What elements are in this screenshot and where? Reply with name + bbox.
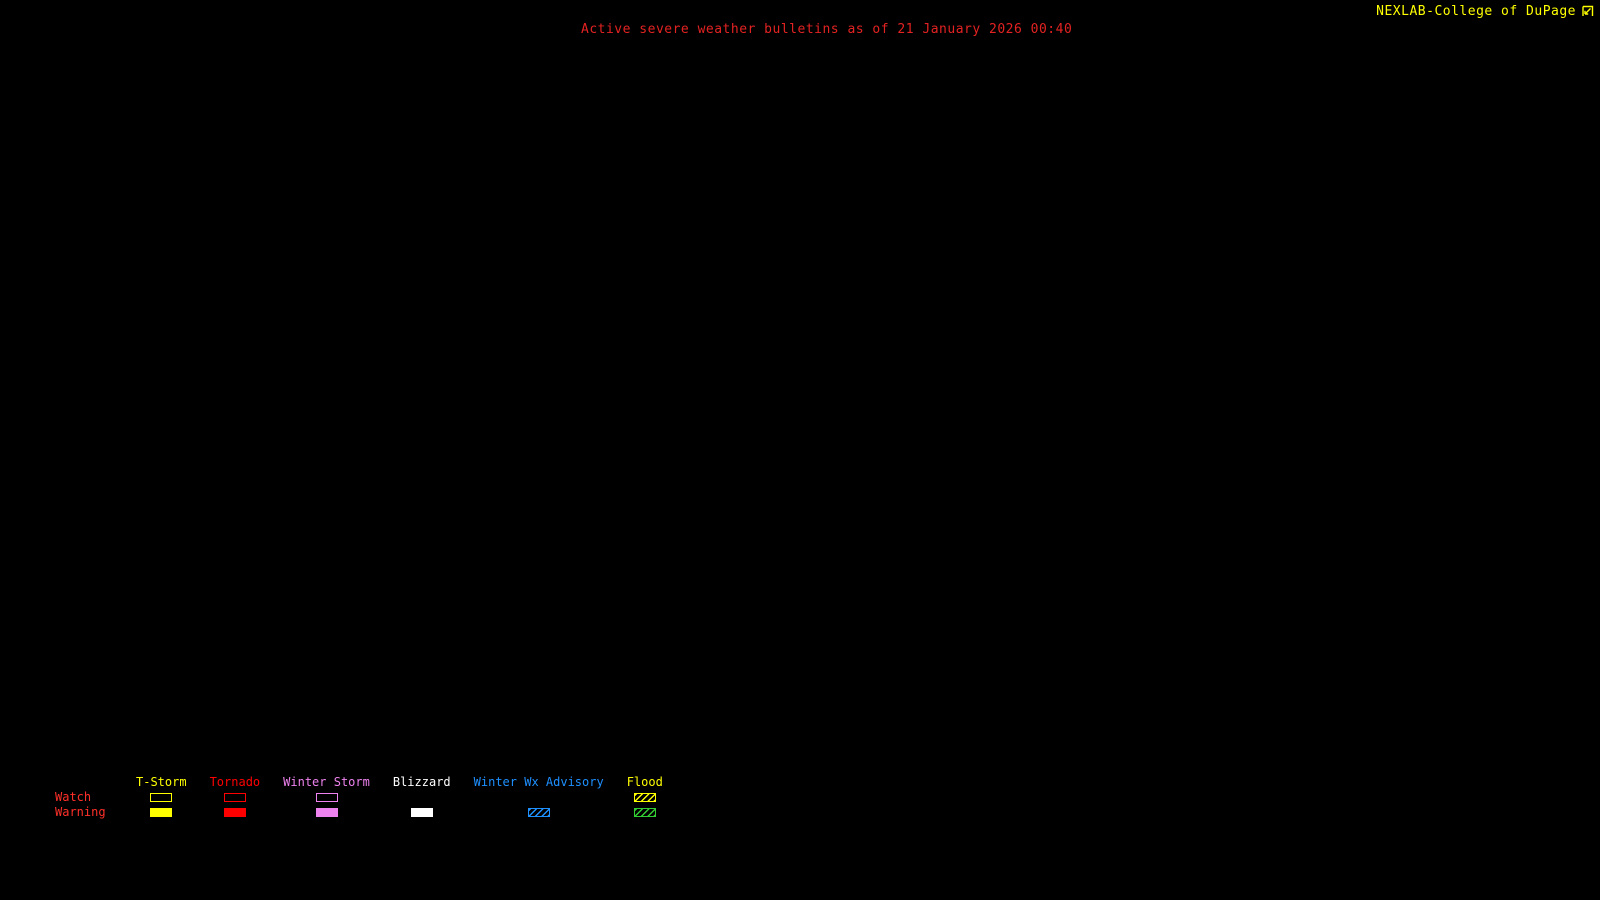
legend-row-label-cell: Warning bbox=[55, 805, 106, 820]
legend-tornado-watch-swatch bbox=[223, 793, 246, 802]
legend-column-flood: Flood bbox=[627, 775, 663, 820]
legend-column-t-storm: T-Storm bbox=[136, 775, 187, 820]
brand: NEXLAB-College of DuPage bbox=[1376, 4, 1594, 19]
legend-row-labels: Watch Warning bbox=[55, 775, 113, 820]
legend-blizzard-warning-swatch bbox=[410, 808, 433, 817]
legend-warning-cell bbox=[150, 805, 173, 820]
legend-tornado-warning-swatch bbox=[223, 808, 246, 817]
legend-column-header: Tornado bbox=[209, 775, 261, 789]
legend-t-storm-warning-swatch bbox=[150, 808, 173, 817]
legend-warning-cell bbox=[315, 805, 338, 820]
legend-winter-wx-advisory-warning-swatch bbox=[527, 808, 550, 817]
legend-column-header: T-Storm bbox=[136, 775, 187, 789]
legend-column-winter-wx-advisory: Winter Wx Advisory bbox=[474, 775, 604, 820]
brand-label: NEXLAB-College of DuPage bbox=[1376, 4, 1576, 19]
legend-warning-cell bbox=[527, 805, 550, 820]
legend-winter-storm-watch-swatch bbox=[315, 793, 338, 802]
legend-column-tornado: Tornado bbox=[209, 775, 261, 820]
legend-warning-cell bbox=[633, 805, 656, 820]
legend-flood-warning-swatch bbox=[633, 808, 656, 817]
legend-column-winter-storm: Winter Storm bbox=[283, 775, 370, 820]
legend: Watch Warning T-Storm Tornado Winter Storm Bl… bbox=[55, 775, 663, 820]
legend-warning-cell bbox=[410, 805, 433, 820]
legend-warning-cell bbox=[223, 805, 246, 820]
legend-flood-watch-swatch bbox=[633, 793, 656, 802]
legend-row-label-cell: Watch bbox=[55, 790, 91, 805]
legend-column-header: Winter Storm bbox=[283, 775, 370, 789]
legend-column-header: Winter Wx Advisory bbox=[473, 775, 604, 789]
legend-watch-cell bbox=[315, 790, 338, 805]
legend-row-label-watch: Watch bbox=[55, 790, 92, 804]
legend-column-blizzard: Blizzard bbox=[393, 775, 451, 820]
legend-winter-storm-warning-swatch bbox=[315, 808, 338, 817]
legend-column-header: Blizzard bbox=[392, 775, 451, 789]
legend-watch-cell bbox=[223, 790, 246, 805]
bulletin-title: Active severe weather bulletins as of 21… bbox=[581, 22, 1073, 37]
arrow-box-icon bbox=[1581, 5, 1594, 18]
legend-column-header: Flood bbox=[626, 775, 663, 789]
legend-watch-cell bbox=[633, 790, 656, 805]
legend-t-storm-watch-swatch bbox=[150, 793, 173, 802]
legend-watch-cell bbox=[150, 790, 173, 805]
legend-row-label-warning: Warning bbox=[55, 805, 106, 819]
